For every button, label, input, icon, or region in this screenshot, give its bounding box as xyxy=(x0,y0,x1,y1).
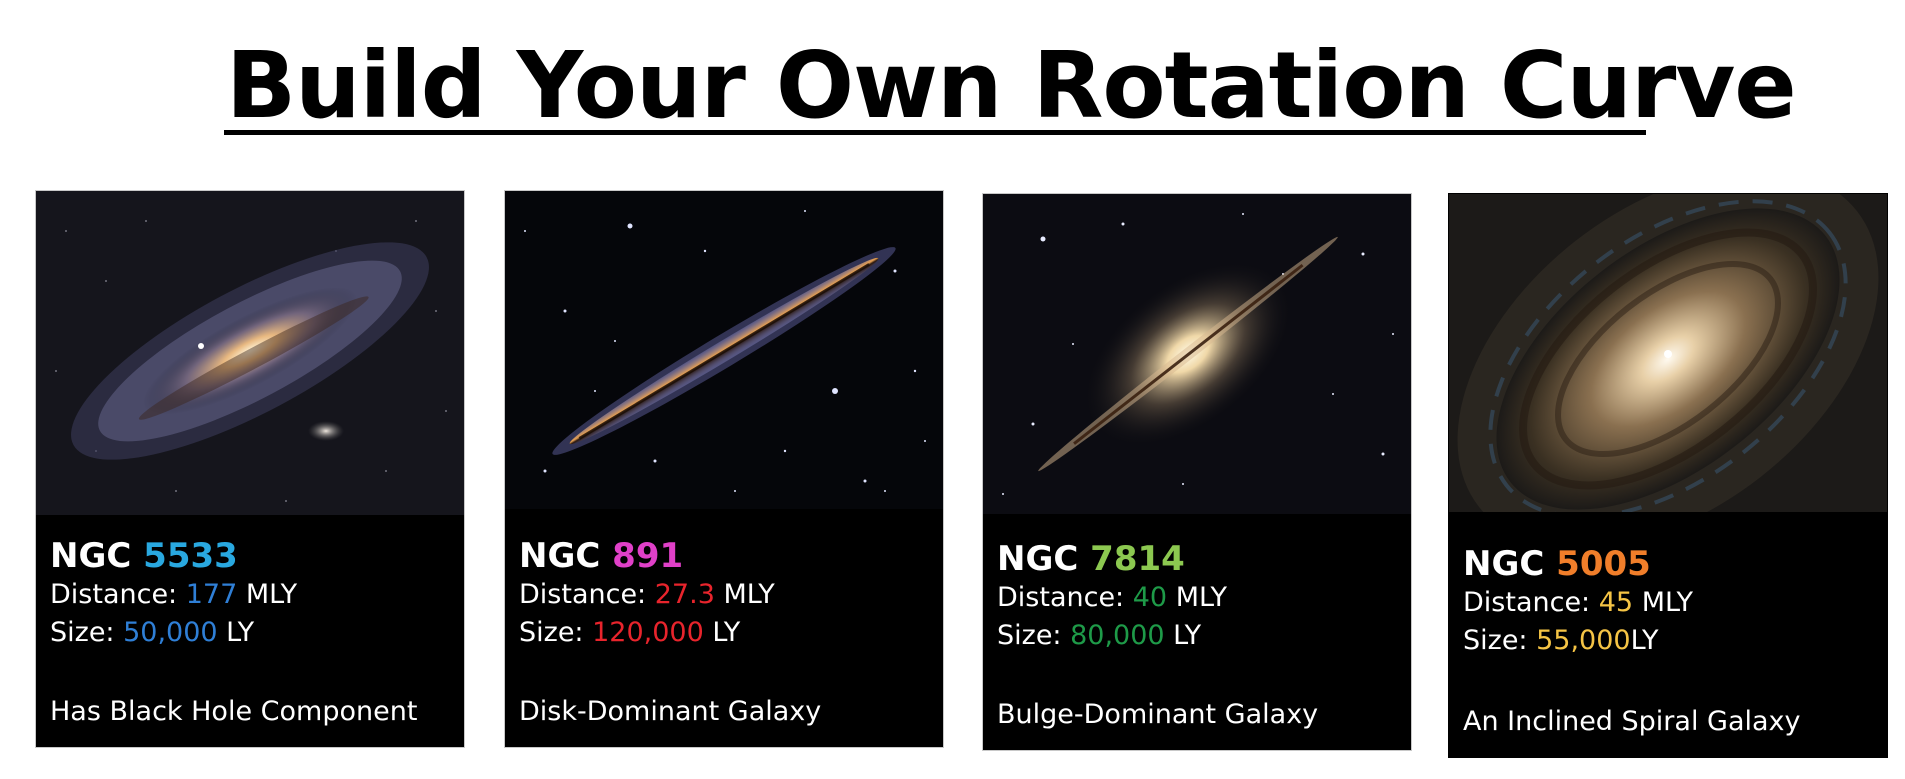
galaxy-card-ngc-7814: NGC 7814 Distance: 40 MLY Size: 80,000 L… xyxy=(982,193,1412,751)
galaxy-name: NGC 891 xyxy=(519,536,684,576)
size-line: Size: 80,000 LY xyxy=(997,620,1202,651)
size-line: Size: 55,000LY xyxy=(1463,625,1659,656)
distance-line: Distance: 177 MLY xyxy=(50,579,298,610)
bulge-galaxy-image xyxy=(983,194,1411,514)
galaxy-card-ngc-891: NGC 891 Distance: 27.3 MLY Size: 120,000… xyxy=(504,190,944,748)
galaxy-name: NGC 5005 xyxy=(1463,544,1651,584)
galaxy-name: NGC 7814 xyxy=(997,539,1185,579)
spiral-galaxy-image xyxy=(36,191,464,515)
distance-line: Distance: 27.3 MLY xyxy=(519,579,775,610)
galaxy-name: NGC 5533 xyxy=(50,536,238,576)
galaxy-card-ngc-5005: NGC 5005 Distance: 45 MLY Size: 55,000LY… xyxy=(1448,193,1888,758)
distance-line: Distance: 40 MLY xyxy=(997,582,1227,613)
page-title: Build Your Own Rotation Curve xyxy=(226,32,1797,139)
galaxy-description: Bulge-Dominant Galaxy xyxy=(997,699,1319,730)
galaxy-description: Has Black Hole Component xyxy=(50,696,418,727)
galaxy-description: Disk-Dominant Galaxy xyxy=(519,696,822,727)
title-underline xyxy=(224,130,1646,135)
galaxy-description: An Inclined Spiral Galaxy xyxy=(1463,706,1801,737)
edge-on-galaxy-image xyxy=(505,191,943,509)
size-line: Size: 50,000 LY xyxy=(50,617,255,648)
galaxy-card-ngc-5533: NGC 5533 Distance: 177 MLY Size: 50,000 … xyxy=(35,190,465,748)
distance-line: Distance: 45 MLY xyxy=(1463,587,1693,618)
inclined-spiral-galaxy-image xyxy=(1449,194,1887,512)
size-line: Size: 120,000 LY xyxy=(519,617,741,648)
